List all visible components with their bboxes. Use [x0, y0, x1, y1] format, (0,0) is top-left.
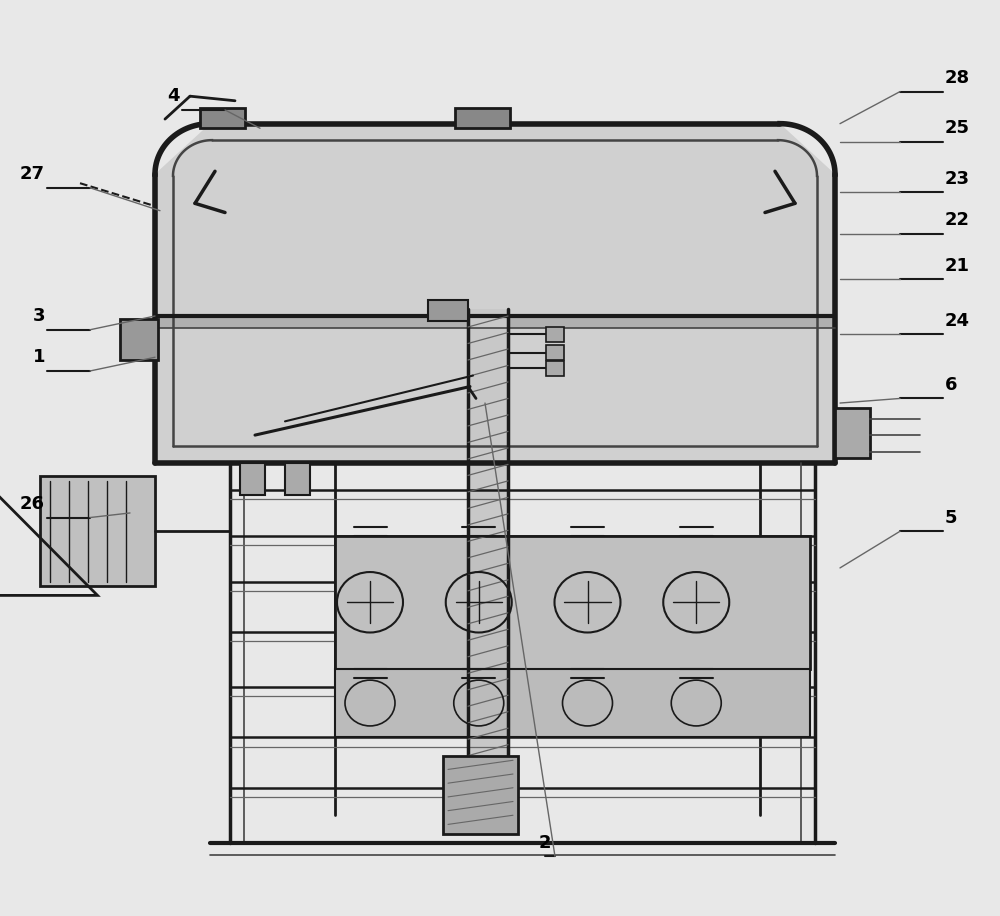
Text: 28: 28 — [945, 69, 970, 87]
Bar — [285, 463, 310, 495]
Bar — [546, 361, 564, 376]
Bar — [335, 669, 810, 737]
Text: 27: 27 — [20, 165, 45, 183]
Bar — [468, 309, 508, 765]
Text: 3: 3 — [32, 307, 45, 325]
Text: 4: 4 — [168, 87, 180, 105]
Text: 1: 1 — [32, 348, 45, 366]
Text: 25: 25 — [945, 119, 970, 137]
Bar — [546, 345, 564, 360]
Bar — [546, 327, 564, 342]
Text: 6: 6 — [945, 376, 958, 394]
Bar — [40, 476, 155, 586]
Bar — [443, 756, 518, 834]
Bar — [120, 319, 158, 360]
Polygon shape — [155, 124, 835, 463]
Text: 21: 21 — [945, 256, 970, 275]
Bar — [155, 316, 835, 328]
Bar — [835, 408, 870, 458]
Bar — [200, 108, 245, 128]
Text: 22: 22 — [945, 211, 970, 229]
Bar — [455, 108, 510, 128]
Text: 26: 26 — [20, 495, 45, 513]
Bar — [428, 300, 468, 321]
Bar — [240, 463, 265, 495]
Bar — [335, 536, 810, 669]
Text: 24: 24 — [945, 311, 970, 330]
Text: 23: 23 — [945, 169, 970, 188]
Text: 5: 5 — [945, 508, 958, 527]
Text: 2: 2 — [539, 834, 551, 852]
